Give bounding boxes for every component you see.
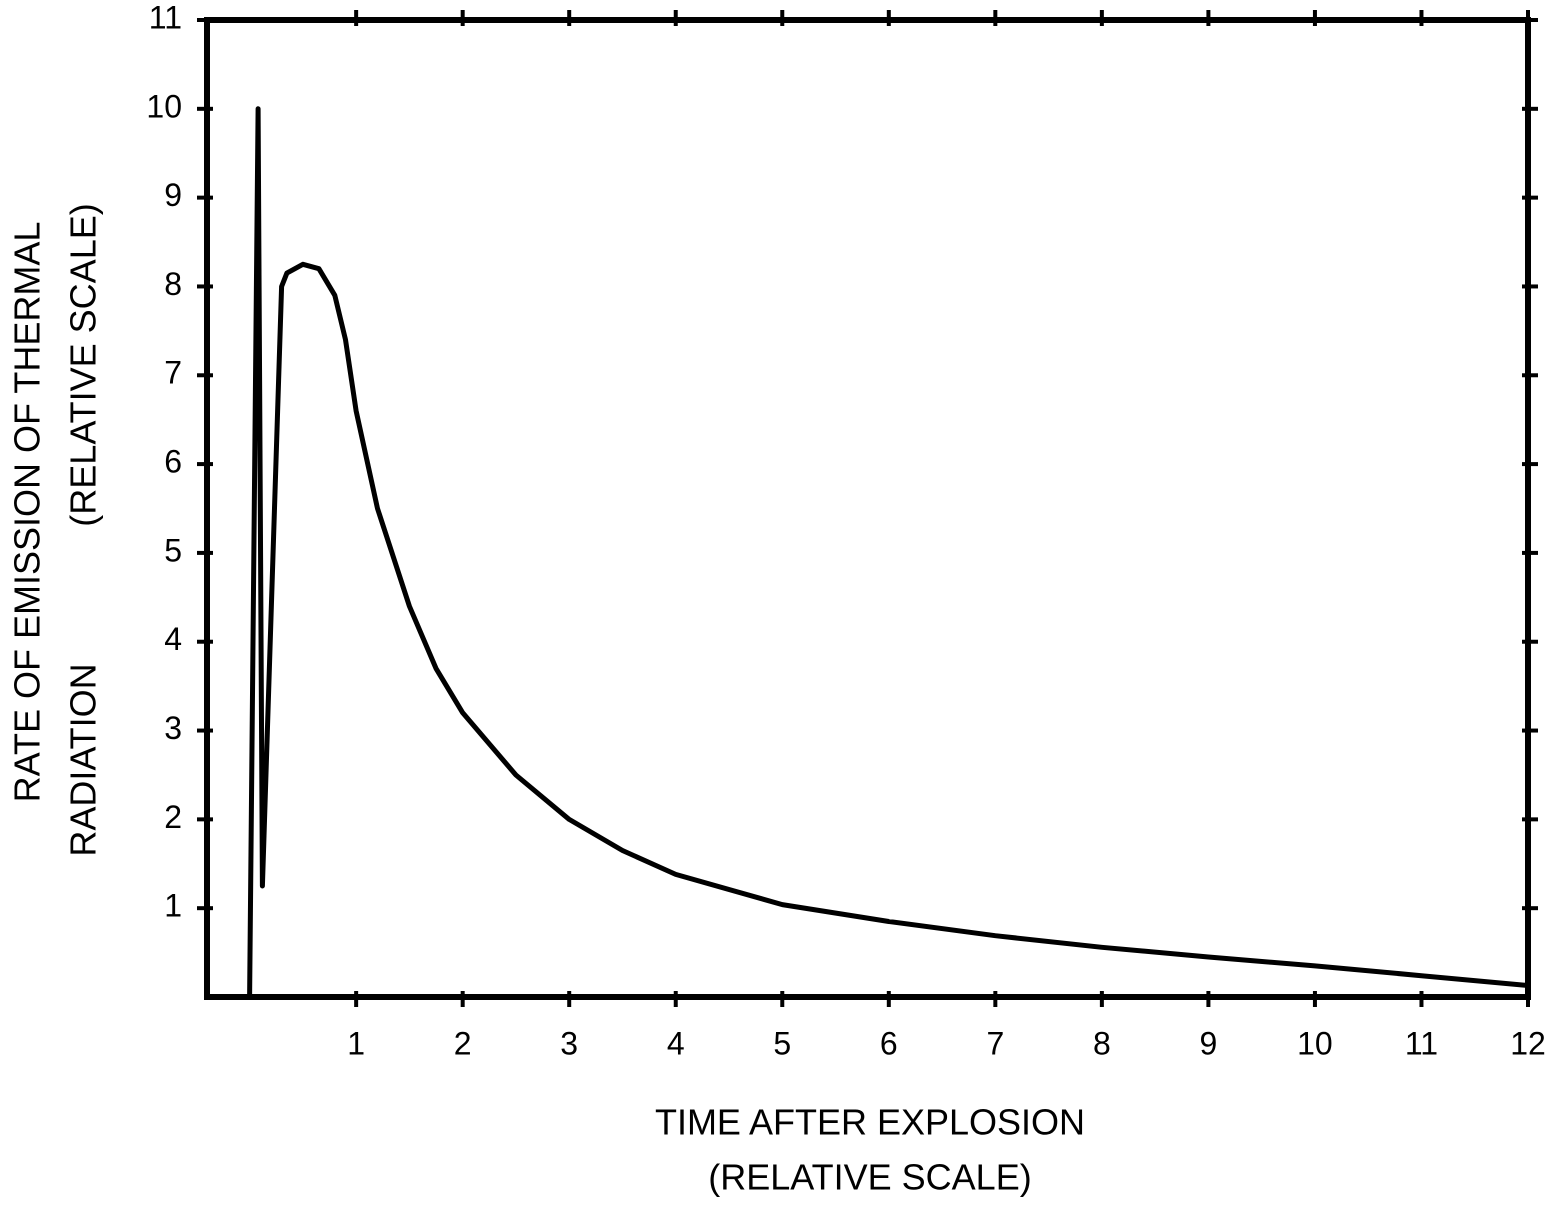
y-tick-label: 1	[164, 888, 182, 924]
y-tick-label: 7	[164, 355, 182, 391]
y-tick-label: 4	[164, 621, 182, 657]
x-tick-label: 11	[1405, 1025, 1438, 1061]
x-tick-label: 3	[560, 1025, 578, 1061]
y-axis-label: RADIATION	[63, 663, 104, 856]
x-axis-label: (RELATIVE SCALE)	[708, 1157, 1031, 1198]
x-axis-label: TIME AFTER EXPLOSION	[655, 1102, 1085, 1143]
y-tick-label: 6	[164, 444, 182, 480]
y-tick-label: 2	[164, 799, 182, 835]
x-tick-label: 1	[347, 1025, 365, 1061]
y-axis-label: (RELATIVE SCALE)	[63, 203, 104, 526]
y-tick-label: 10	[146, 88, 182, 124]
y-tick-label: 8	[164, 266, 182, 302]
x-tick-label: 5	[773, 1025, 791, 1061]
x-tick-label: 10	[1297, 1025, 1333, 1061]
y-tick-label: 5	[164, 532, 182, 568]
x-tick-label: 2	[454, 1025, 472, 1061]
data-line	[247, 106, 1529, 998]
x-tick-label: 4	[667, 1025, 685, 1061]
x-tick-label: 12	[1510, 1025, 1546, 1061]
x-tick-label: 9	[1200, 1025, 1218, 1061]
y-tick-label: 9	[164, 177, 182, 213]
y-tick-label: 3	[164, 710, 182, 746]
x-tick-label: 7	[986, 1025, 1004, 1061]
plot-frame	[204, 17, 1531, 1000]
x-tick-label: 8	[1093, 1025, 1111, 1061]
y-tick-label: 11	[149, 0, 182, 35]
y-axis-label: RATE OF EMISSION OF THERMAL	[7, 222, 48, 803]
x-tick-label: 6	[880, 1025, 898, 1061]
